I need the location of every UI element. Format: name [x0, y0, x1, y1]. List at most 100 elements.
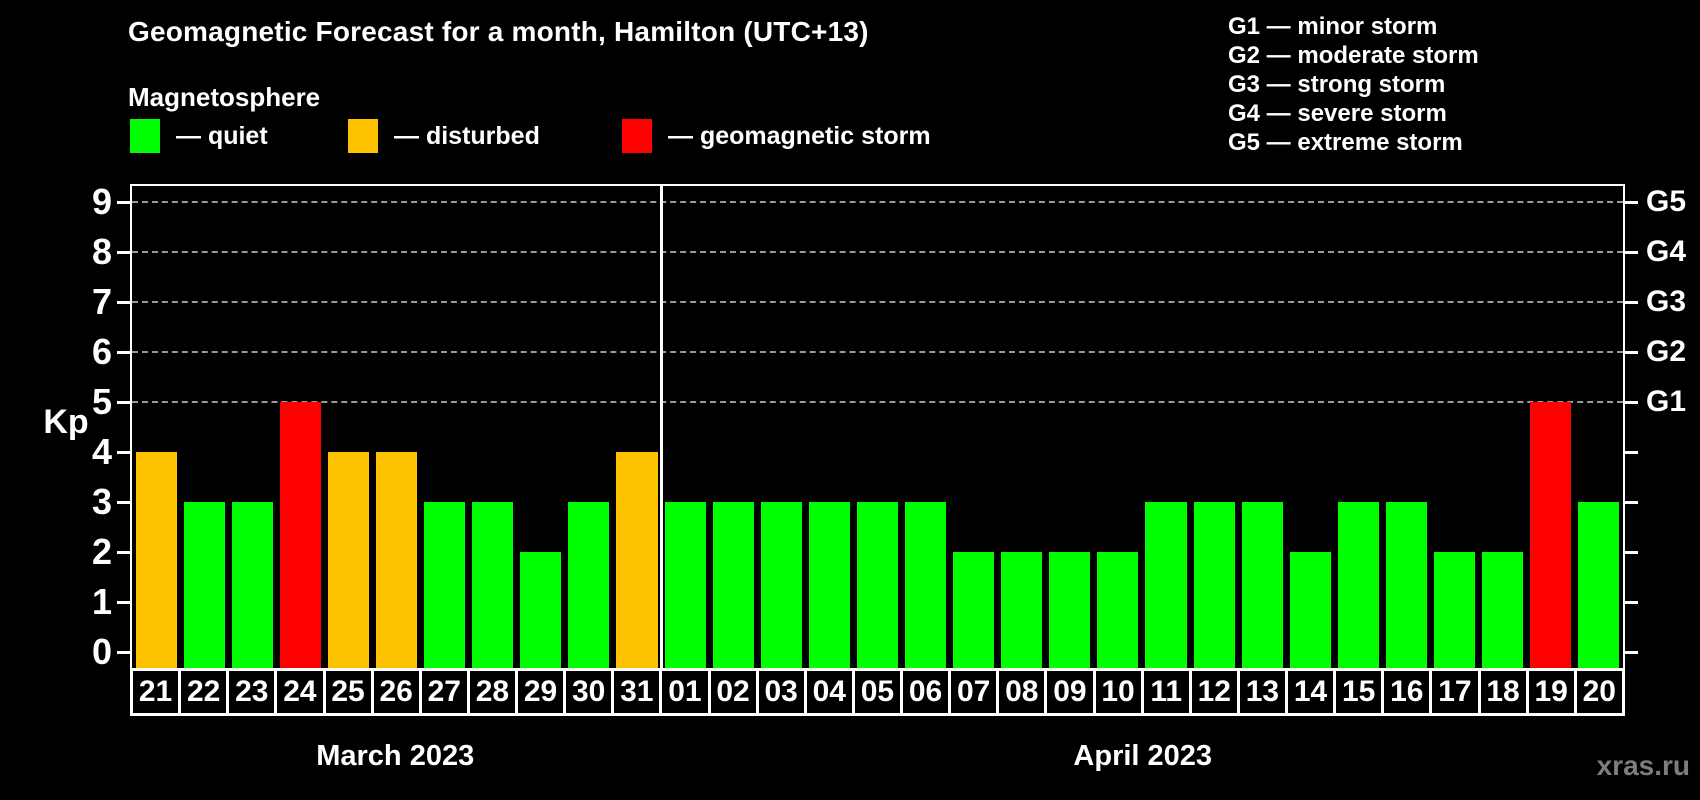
bar-slot	[1094, 186, 1142, 668]
bar-slot	[1382, 186, 1430, 668]
date-cell-22: 22	[181, 671, 230, 713]
bar-18-kp2	[1482, 552, 1524, 668]
gridline-kp5	[132, 401, 1623, 403]
date-cell-03: 03	[759, 671, 807, 713]
watermark: xras.ru	[1596, 750, 1690, 781]
date-cell-16: 16	[1384, 671, 1433, 713]
bar-30-kp3	[568, 502, 610, 668]
date-cell-26: 26	[374, 671, 422, 713]
bar-slot	[469, 186, 517, 668]
y-tick-left-7	[117, 301, 130, 304]
date-cell-08: 08	[999, 671, 1048, 713]
y-tick-label-7: 7	[91, 281, 112, 322]
g-axis-label-g3: G3	[1646, 285, 1687, 318]
bar-slot	[1527, 186, 1575, 668]
bar-09-kp2	[1049, 552, 1091, 668]
g2-legend-line: G2 — moderate storm	[1228, 42, 1479, 69]
date-cell-19: 19	[1529, 671, 1577, 713]
legend-item-storm: — geomagnetic storm	[622, 119, 931, 153]
y-tick-right-0	[1625, 651, 1638, 654]
y-tick-label-9: 9	[91, 181, 112, 222]
date-cell-09: 09	[1047, 671, 1096, 713]
bar-slot	[1334, 186, 1382, 668]
bar-07-kp2	[953, 552, 995, 668]
bar-slot	[613, 186, 661, 668]
date-cell-27: 27	[422, 671, 470, 713]
y-tick-right-4	[1625, 451, 1638, 454]
g-axis-label-g1: G1	[1646, 385, 1687, 418]
y-tick-left-0	[117, 651, 130, 654]
bar-slot	[1575, 186, 1623, 668]
disturbed-swatch	[348, 119, 378, 153]
y-tick-right-2	[1625, 551, 1638, 554]
bar-14-kp2	[1289, 552, 1331, 668]
bar-slot	[1190, 186, 1238, 668]
bar-slot	[805, 186, 853, 668]
date-cell-21: 21	[133, 671, 182, 713]
bar-slot	[661, 186, 709, 668]
legend-item-quiet: — quiet	[130, 119, 268, 153]
y-tick-left-3	[117, 501, 130, 504]
y-tick-label-6: 6	[91, 331, 112, 372]
y-tick-label-4: 4	[91, 431, 112, 472]
date-cell-02: 02	[711, 671, 759, 713]
date-cell-04: 04	[807, 671, 855, 713]
y-tick-label-8: 8	[91, 231, 112, 272]
date-cell-29: 29	[518, 671, 567, 713]
bar-slot	[1286, 186, 1334, 668]
y-tick-left-6	[117, 351, 130, 354]
y-tick-left-2	[117, 551, 130, 554]
magnetosphere-label: Magnetosphere	[128, 82, 321, 112]
quiet-label: — quiet	[176, 121, 268, 150]
y-tick-right-7	[1625, 301, 1638, 304]
g4-legend-line: G4 — severe storm	[1228, 100, 1447, 127]
y-tick-right-5	[1625, 401, 1638, 404]
bar-slot	[1046, 186, 1094, 668]
gridline-kp8	[132, 251, 1623, 253]
g-axis-label-g2: G2	[1646, 335, 1687, 368]
bar-slot	[565, 186, 613, 668]
bar-06-kp3	[905, 502, 947, 668]
date-cell-12: 12	[1192, 671, 1240, 713]
bar-16-kp3	[1385, 502, 1428, 668]
bars-container	[132, 186, 1623, 668]
g-axis-label-g5: G5	[1646, 185, 1687, 218]
date-cell-17: 17	[1432, 671, 1481, 713]
bar-23-kp3	[231, 502, 273, 668]
bar-25-kp4	[327, 452, 369, 668]
bar-slot	[180, 186, 228, 668]
y-tick-left-9	[117, 201, 130, 204]
bar-slot	[421, 186, 469, 668]
y-tick-left-4	[117, 451, 130, 454]
legend-item-disturbed: — disturbed	[348, 119, 540, 153]
storm-swatch	[622, 119, 652, 153]
bar-12-kp3	[1193, 502, 1235, 668]
y-tick-label-5: 5	[91, 381, 112, 422]
bar-02-kp3	[712, 502, 754, 668]
bar-slot	[1142, 186, 1190, 668]
bar-20-kp3	[1578, 502, 1620, 668]
y-tick-label-3: 3	[91, 481, 112, 522]
month-separator-line	[660, 186, 664, 668]
bar-slot	[853, 186, 901, 668]
y-tick-label-1: 1	[91, 581, 112, 622]
y-tick-right-1	[1625, 601, 1638, 604]
bar-slot	[324, 186, 372, 668]
y-tick-right-8	[1625, 251, 1638, 254]
date-cell-31: 31	[614, 671, 663, 713]
bar-05-kp3	[856, 502, 898, 668]
gridline-kp7	[132, 301, 1623, 303]
date-cell-24: 24	[277, 671, 326, 713]
gridline-kp6	[132, 351, 1623, 353]
bar-slot	[998, 186, 1046, 668]
bar-15-kp3	[1337, 502, 1379, 668]
bar-01-kp3	[664, 502, 706, 668]
bar-04-kp3	[808, 502, 850, 668]
bar-31-kp4	[616, 452, 658, 668]
bar-22-kp3	[183, 502, 225, 668]
bar-slot	[950, 186, 998, 668]
date-cell-13: 13	[1240, 671, 1288, 713]
bar-slot	[1238, 186, 1286, 668]
bar-slot	[757, 186, 805, 668]
